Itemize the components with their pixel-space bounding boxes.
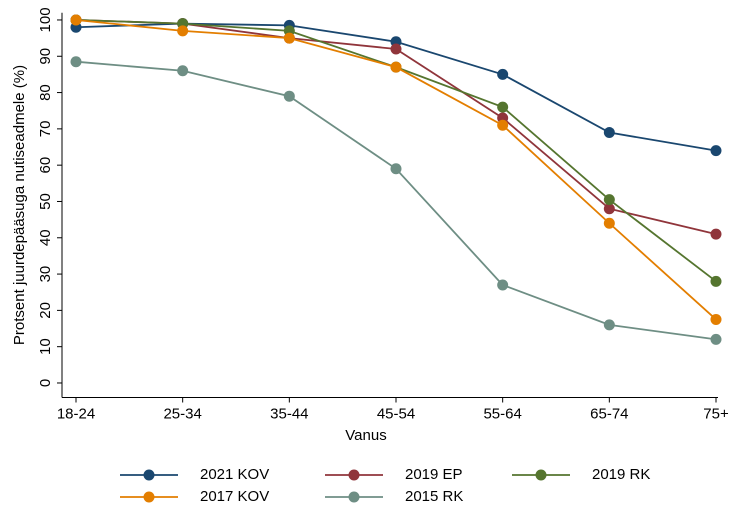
legend-marker <box>143 491 155 503</box>
series-line <box>75 60 717 341</box>
data-point <box>710 333 722 345</box>
x-axis-label: Vanus <box>345 427 386 444</box>
data-point <box>603 319 615 331</box>
data-point <box>710 145 722 157</box>
data-point <box>70 14 82 26</box>
data-point <box>390 43 402 55</box>
legend-marker <box>348 469 360 481</box>
legend-label: 2019 RK <box>592 466 650 483</box>
y-tick-label: 60 <box>37 157 54 174</box>
data-point <box>283 32 295 44</box>
y-tick-label: 0 <box>37 379 54 387</box>
y-tick-label: 70 <box>37 121 54 138</box>
x-tick-label: 25-34 <box>163 405 201 422</box>
legend-label: 2019 EP <box>405 466 463 483</box>
data-point <box>710 275 722 287</box>
x-tick-label: 55-64 <box>483 405 521 422</box>
y-tick-label: 90 <box>37 48 54 65</box>
legend-label: 2015 RK <box>405 488 463 505</box>
data-point <box>177 65 189 77</box>
data-point <box>497 68 509 80</box>
data-point <box>710 313 722 325</box>
data-point <box>177 25 189 37</box>
y-tick-label: 80 <box>37 84 54 101</box>
data-point <box>283 90 295 102</box>
data-point <box>70 56 82 68</box>
x-tick-label: 18-24 <box>57 405 95 422</box>
y-tick-label: 100 <box>37 7 54 32</box>
y-tick-label: 20 <box>37 302 54 319</box>
data-point <box>497 101 509 113</box>
legend-label: 2021 KOV <box>200 466 269 483</box>
legend-marker <box>348 491 360 503</box>
data-point <box>603 194 615 206</box>
y-tick-label: 40 <box>37 229 54 246</box>
data-point <box>710 228 722 240</box>
data-point <box>497 119 509 131</box>
legend-label: 2017 KOV <box>200 488 269 505</box>
y-tick-label: 10 <box>37 338 54 355</box>
legend-marker <box>535 469 547 481</box>
series-line <box>75 19 717 283</box>
data-point <box>390 163 402 175</box>
x-tick-label: 65-74 <box>590 405 628 422</box>
data-point <box>603 126 615 138</box>
x-tick-label: 35-44 <box>270 405 308 422</box>
data-point <box>497 279 509 291</box>
x-tick-label: 45-54 <box>377 405 415 422</box>
legend-marker <box>143 469 155 481</box>
y-tick-label: 30 <box>37 266 54 283</box>
y-axis-label: Protsent juurdepääsuga nutiseadmele (%) <box>11 65 28 345</box>
data-point <box>603 203 615 215</box>
data-point <box>390 61 402 73</box>
data-point <box>603 217 615 229</box>
x-tick-label: 75+ <box>703 405 729 422</box>
y-tick-label: 50 <box>37 193 54 210</box>
